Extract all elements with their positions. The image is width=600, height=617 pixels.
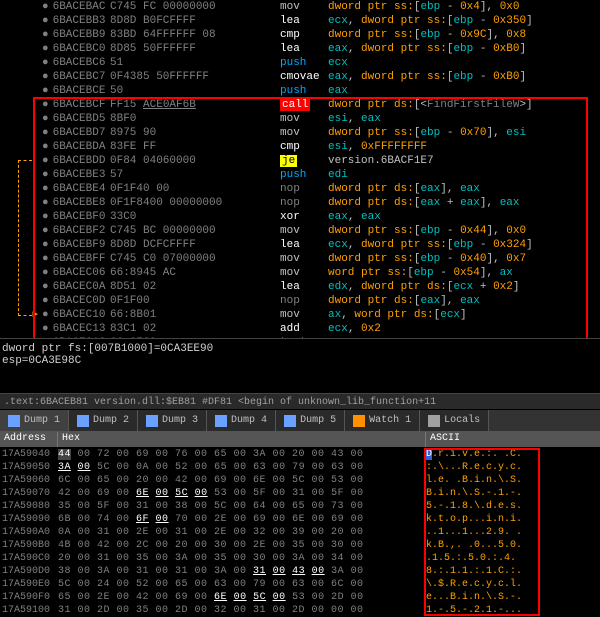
disasm-row[interactable]: ●6BACEBFFC745 C0 07000000movdword ptr ss… bbox=[0, 252, 600, 266]
dump-row[interactable]: 17A590906B 00 74 00 6F 00 70 00 2E 00 69… bbox=[0, 513, 600, 526]
disasm-row[interactable]: ●6BACEBDD0F84 04060000jeversion.6BACF1E7 bbox=[0, 154, 600, 168]
info-line-2: esp=0CA3E98C bbox=[2, 355, 598, 367]
disasm-row[interactable]: ●6BACEBE80F1F8400 00000000nopdword ptr d… bbox=[0, 196, 600, 210]
reference-panel: .text:6BACEB81 version.dll:$EB81 #DF81 <… bbox=[0, 394, 600, 410]
tab-dump-2[interactable]: Dump 2 bbox=[69, 410, 138, 431]
dump-row[interactable]: 17A590A00A 00 31 00 2E 00 31 00 2E 00 32… bbox=[0, 526, 600, 539]
dump-row[interactable]: 17A590D038 00 3A 00 31 00 31 00 3A 00 31… bbox=[0, 565, 600, 578]
dump-row[interactable]: 17A590503A 00 5C 00 0A 00 52 00 65 00 63… bbox=[0, 461, 600, 474]
disasm-row[interactable]: ●6BACEBCFFF15 ACE0AF6Bcalldword ptr ds:[… bbox=[0, 98, 600, 112]
tab-watch-1[interactable]: Watch 1 bbox=[345, 410, 420, 431]
disasm-row[interactable]: ●6BACEBB983BD 64FFFFFF 08cmpdword ptr ss… bbox=[0, 28, 600, 42]
dump-icon bbox=[215, 415, 227, 427]
disassembly-panel: ●6BACEBACC745 FC 00000000movdword ptr ss… bbox=[0, 0, 600, 338]
tab-label: Dump 4 bbox=[231, 415, 267, 426]
disasm-row[interactable]: ●6BACEBB38D8D B0FCFFFFleaecx, dword ptr … bbox=[0, 14, 600, 28]
dump-tabs: Dump 1 Dump 2 Dump 3 Dump 4 Dump 5 Watch 1 Loc… bbox=[0, 410, 600, 432]
dump-row[interactable]: 17A590F065 00 2E 00 42 00 69 00 6E 00 5C… bbox=[0, 591, 600, 604]
disasm-row[interactable]: ●6BACEBF98D8D DCFCFFFFleaecx, dword ptr … bbox=[0, 238, 600, 252]
dump-icon bbox=[77, 415, 89, 427]
dump-row[interactable]: 17A590B04B 00 42 00 2C 00 20 00 30 00 2E… bbox=[0, 539, 600, 552]
disasm-row[interactable]: ●6BACEBC08D85 50FFFFFFleaeax, dword ptr … bbox=[0, 42, 600, 56]
dump-icon bbox=[8, 415, 20, 427]
disasm-row[interactable]: ●6BACEC1383C1 02addecx, 0x2 bbox=[0, 322, 600, 336]
register-info-panel: dword ptr fs:[007B1000]=0CA3EE90 esp=0CA… bbox=[0, 338, 600, 394]
tab-dump-1[interactable]: Dump 1 bbox=[0, 410, 69, 431]
dump-row[interactable]: 17A5910031 00 2D 00 35 00 2D 00 32 00 31… bbox=[0, 604, 600, 617]
disasm-row[interactable]: ●6BACEBD58BF0movesi, eax bbox=[0, 112, 600, 126]
info-line-1: dword ptr fs:[007B1000]=0CA3EE90 bbox=[2, 343, 598, 355]
dump-row[interactable]: 17A5908035 00 5F 00 31 00 38 00 5C 00 64… bbox=[0, 500, 600, 513]
dump-row[interactable]: 17A590E05C 00 24 00 52 00 65 00 63 00 79… bbox=[0, 578, 600, 591]
disasm-row[interactable]: ●6BACEC0D0F1F00nopdword ptr ds:[eax], ea… bbox=[0, 294, 600, 308]
disasm-row[interactable]: ●6BACEC1666:85C0testax, ax bbox=[0, 336, 600, 338]
dump-row[interactable]: 17A590C020 00 31 00 35 00 3A 00 35 00 30… bbox=[0, 552, 600, 565]
tab-label: Locals bbox=[444, 415, 480, 426]
disasm-row[interactable]: ●6BACEBF033C0xoreax, eax bbox=[0, 210, 600, 224]
tab-label: Watch 1 bbox=[369, 415, 411, 426]
tab-locals[interactable]: Locals bbox=[420, 410, 489, 431]
tab-label: Dump 3 bbox=[162, 415, 198, 426]
dump-header-ascii: ASCII bbox=[426, 432, 600, 447]
dump-row[interactable]: 17A5904044 00 72 00 69 00 76 00 65 00 3A… bbox=[0, 448, 600, 461]
tab-label: Dump 2 bbox=[93, 415, 129, 426]
dump-header-hex: Hex bbox=[58, 432, 426, 447]
tab-label: Dump 5 bbox=[300, 415, 336, 426]
disasm-row[interactable]: ●6BACEBF2C745 BC 00000000movdword ptr ss… bbox=[0, 224, 600, 238]
dump-header-address: Address bbox=[0, 432, 58, 447]
disasm-row[interactable]: ●6BACEC0A8D51 02leaedx, dword ptr ds:[ec… bbox=[0, 280, 600, 294]
disasm-row[interactable]: ▸●6BACEC1066:8B01movax, word ptr ds:[ecx… bbox=[0, 308, 600, 322]
dump-icon bbox=[428, 415, 440, 427]
dump-header: Address Hex ASCII bbox=[0, 432, 600, 448]
reference-text: .text:6BACEB81 version.dll:$EB81 #DF81 <… bbox=[4, 397, 436, 408]
dump-row[interactable]: 17A590606C 00 65 00 20 00 42 00 69 00 6E… bbox=[0, 474, 600, 487]
dump-icon bbox=[353, 415, 365, 427]
disasm-row[interactable]: ●6BACEC0666:8945 ACmovword ptr ss:[ebp -… bbox=[0, 266, 600, 280]
tab-dump-5[interactable]: Dump 5 bbox=[276, 410, 345, 431]
disasm-row[interactable]: ●6BACEBC70F4385 50FFFFFFcmovaeeax, dword… bbox=[0, 70, 600, 84]
dump-panel: 17A5904044 00 72 00 69 00 76 00 65 00 3A… bbox=[0, 448, 600, 617]
dump-row[interactable]: 17A5907042 00 69 00 6E 00 5C 00 53 00 5F… bbox=[0, 487, 600, 500]
dump-icon bbox=[146, 415, 158, 427]
disasm-row[interactable]: ●6BACEBCE50pusheax bbox=[0, 84, 600, 98]
disasm-row[interactable]: ●6BACEBC651pushecx bbox=[0, 56, 600, 70]
tab-dump-4[interactable]: Dump 4 bbox=[207, 410, 276, 431]
tab-label: Dump 1 bbox=[24, 415, 60, 426]
disasm-row[interactable]: ●6BACEBDA83FE FFcmpesi, 0xFFFFFFFF bbox=[0, 140, 600, 154]
disasm-row[interactable]: ●6BACEBD78975 90movdword ptr ss:[ebp - 0… bbox=[0, 126, 600, 140]
disasm-row[interactable]: ●6BACEBACC745 FC 00000000movdword ptr ss… bbox=[0, 0, 600, 14]
disasm-row[interactable]: ●6BACEBE357pushedi bbox=[0, 168, 600, 182]
dump-icon bbox=[284, 415, 296, 427]
disasm-row[interactable]: ●6BACEBE40F1F40 00nopdword ptr ds:[eax],… bbox=[0, 182, 600, 196]
tab-dump-3[interactable]: Dump 3 bbox=[138, 410, 207, 431]
